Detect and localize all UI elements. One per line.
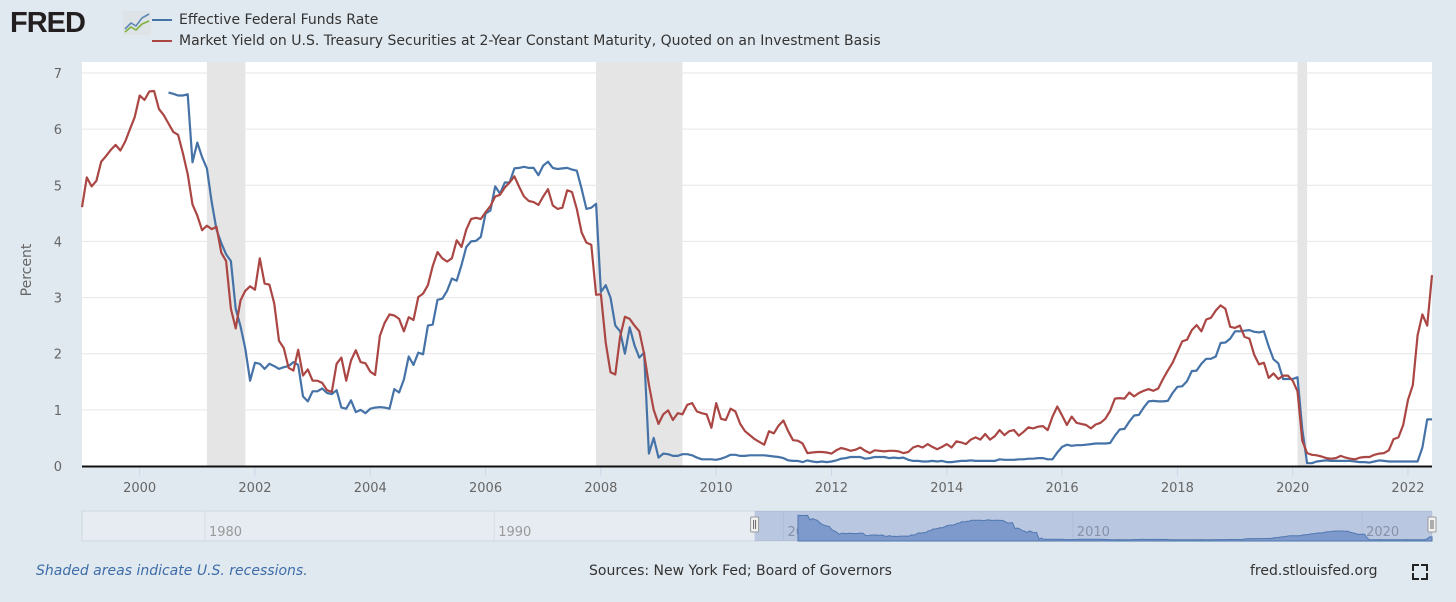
navigator-tick-label: 2010 bbox=[1077, 525, 1110, 540]
recession-band bbox=[596, 62, 683, 466]
x-tick-label: 2022 bbox=[1391, 481, 1424, 496]
navigator-tick-label: 2020 bbox=[1366, 525, 1399, 540]
navigator-tick-label: 1990 bbox=[498, 525, 531, 540]
x-tick-label: 2020 bbox=[1276, 481, 1309, 496]
legend-item-fed-funds[interactable]: Effective Federal Funds Rate bbox=[152, 9, 881, 30]
x-tick-label: 2002 bbox=[238, 481, 271, 496]
x-tick-label: 2010 bbox=[700, 481, 733, 496]
legend-item-2yr-treasury[interactable]: Market Yield on U.S. Treasury Securities… bbox=[152, 30, 881, 51]
navigator-left-handle[interactable] bbox=[750, 516, 760, 533]
y-tick-label: 4 bbox=[54, 235, 62, 250]
y-axis-label: Percent bbox=[19, 243, 35, 296]
logo-text: FRED bbox=[10, 7, 86, 39]
navigator-area bbox=[797, 514, 1433, 542]
y-tick-label: 1 bbox=[54, 404, 62, 419]
y-tick-label: 2 bbox=[54, 348, 62, 363]
legend-label: Effective Federal Funds Rate bbox=[179, 11, 379, 28]
legend-swatch bbox=[152, 39, 172, 42]
x-tick-label: 2016 bbox=[1046, 481, 1079, 496]
y-tick-label: 3 bbox=[54, 292, 62, 307]
navigator-right-handle[interactable] bbox=[1427, 516, 1437, 533]
x-tick-label: 2012 bbox=[815, 481, 848, 496]
y-tick-label: 5 bbox=[54, 179, 62, 194]
plot-background bbox=[82, 62, 1432, 467]
x-tick-label: 2008 bbox=[584, 481, 617, 496]
x-tick-label: 2018 bbox=[1161, 481, 1194, 496]
navigator[interactable]: 19801990200020102020 bbox=[81, 510, 1437, 542]
x-tick-label: 2006 bbox=[469, 481, 502, 496]
recession-note: Shaded areas indicate U.S. recessions. bbox=[36, 563, 308, 579]
line-chart-icon bbox=[123, 11, 151, 35]
y-tick-label: 0 bbox=[54, 460, 62, 475]
x-tick-label: 2000 bbox=[123, 481, 156, 496]
series-line-fed-funds bbox=[168, 91, 1432, 465]
legend-label: Market Yield on U.S. Treasury Securities… bbox=[179, 32, 881, 49]
x-tick-label: 2004 bbox=[354, 481, 387, 496]
navigator-selected-range[interactable] bbox=[754, 511, 1432, 541]
navigator-tick-label: 1980 bbox=[209, 525, 242, 540]
y-tick-label: 6 bbox=[54, 123, 62, 138]
fullscreen-icon[interactable] bbox=[1412, 564, 1428, 580]
fred-logo[interactable]: FRED bbox=[10, 7, 151, 39]
sources-text: Sources: New York Fed; Board of Governor… bbox=[589, 563, 892, 579]
y-tick-label: 7 bbox=[54, 67, 62, 82]
legend-swatch bbox=[152, 18, 172, 21]
x-tick-label: 2014 bbox=[930, 481, 963, 496]
chart-area: 0 1 2 3 4 5 6 7 2000 2002 2004 2006 2008 2010 2012 201… bbox=[19, 62, 1437, 542]
site-link[interactable]: fred.stlouisfed.org bbox=[1250, 563, 1378, 579]
chart-legend: Effective Federal Funds Rate Market Yiel… bbox=[152, 9, 881, 51]
recession-band bbox=[1297, 62, 1308, 466]
series-line-2yr-treasury bbox=[80, 89, 1434, 461]
